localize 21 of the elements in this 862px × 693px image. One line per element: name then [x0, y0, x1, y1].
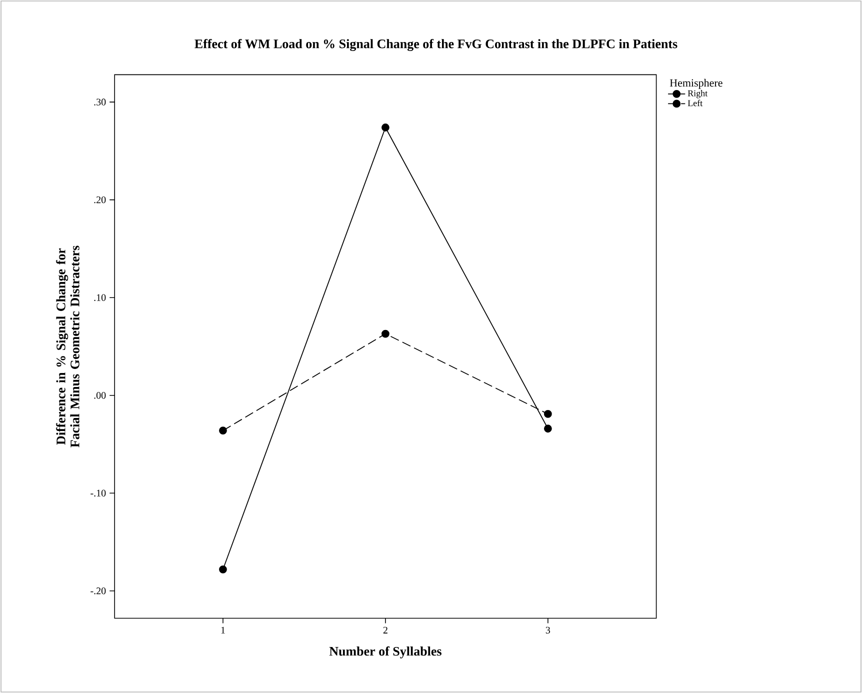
- y-tick-label: .10: [94, 294, 106, 301]
- y-tick-label: -.10: [90, 490, 106, 497]
- point: [219, 565, 227, 574]
- x-tick-label: 1: [221, 626, 225, 634]
- point: [382, 124, 390, 132]
- y-tick-label: .20: [94, 196, 106, 204]
- x-axis-title: Number of Syllables: [329, 646, 442, 658]
- legend-label: Right: [688, 90, 708, 98]
- legend-title: Hemisphere: [670, 78, 722, 89]
- point: [382, 330, 390, 338]
- x-tick-label: 3: [546, 626, 550, 634]
- legend-label: Left: [688, 100, 703, 106]
- y-tick-label: .30: [94, 98, 106, 106]
- point: [544, 410, 552, 418]
- point: [219, 426, 227, 435]
- y-tick-label: -.20: [90, 588, 106, 594]
- y-tick-label: .00: [94, 392, 106, 399]
- y-axis-title: Difference in % Signal Change for Facial Minus Geometric Distracters: [56, 246, 80, 448]
- chart-title: Effect of WM Load on % Signal Change of the FvG Contrast in the DLPFC in Patients: [194, 38, 678, 51]
- x-tick-label: 2: [383, 626, 388, 634]
- point: [544, 424, 552, 433]
